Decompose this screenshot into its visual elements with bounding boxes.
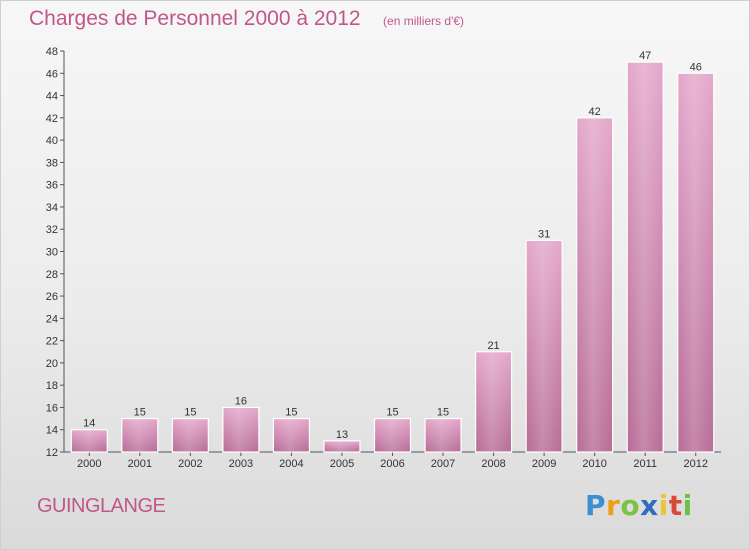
bar-highlight (123, 419, 156, 451)
data-label: 14 (83, 418, 95, 430)
axes: 12 14 16 18 20 22 24 26 28 30 32 34 36 38 40 42 44 46 48 (46, 46, 721, 459)
data-label: 21 (487, 340, 499, 352)
data-label: 16 (235, 395, 247, 407)
bar-highlight (224, 408, 257, 451)
data-label: 31 (538, 228, 550, 240)
y-tick-label: 32 (46, 224, 58, 236)
data-label: 47 (639, 50, 651, 62)
y-tick-label: 44 (46, 91, 58, 103)
x-tick-label: 2002 (178, 458, 202, 470)
logo-letter: o (620, 489, 641, 522)
data-label: 46 (690, 61, 702, 73)
bar-highlight (477, 352, 510, 451)
title-row: Charges de Personnel 2000 à 2012 (en mil… (29, 7, 464, 31)
y-tick-label: 38 (46, 157, 58, 169)
y-tick-label: 46 (46, 68, 58, 80)
proxiti-logo: Proxiti (585, 489, 693, 522)
data-label: 13 (336, 429, 348, 441)
y-tick-label: 40 (46, 135, 58, 147)
y-tick-label: 30 (46, 247, 58, 259)
y-tick-label: 48 (46, 46, 58, 58)
y-tick-label: 20 (46, 358, 58, 370)
logo-letter: i (682, 489, 693, 522)
y-tick-label: 26 (46, 291, 58, 303)
data-label: 15 (437, 407, 449, 419)
y-tick-label: 16 (46, 402, 58, 414)
x-tick-label: 2006 (380, 458, 404, 470)
data-label: 42 (589, 106, 601, 118)
y-tick-label: 42 (46, 113, 58, 125)
bar-highlight (679, 74, 712, 452)
data-label: 15 (134, 407, 146, 419)
y-tick-label: 34 (46, 202, 58, 214)
labels-group: 2000 14 2001 15 2002 15 2003 16 2004 15 2005 13 2006… (77, 50, 708, 470)
data-label: 15 (184, 407, 196, 419)
bar-highlight (578, 118, 611, 451)
x-tick-label: 2004 (279, 458, 303, 470)
x-tick-label: 2007 (431, 458, 455, 470)
y-tick-label: 22 (46, 336, 58, 348)
y-tick-label: 28 (46, 269, 58, 281)
x-tick-label: 2009 (532, 458, 556, 470)
x-tick-label: 2012 (683, 458, 707, 470)
bar-highlight (427, 419, 460, 451)
bar-highlight (629, 63, 662, 452)
bar-highlight (376, 419, 409, 451)
y-tick-label: 24 (46, 313, 58, 325)
x-tick-label: 2005 (330, 458, 354, 470)
y-tick-label: 36 (46, 180, 58, 192)
bar-highlight (174, 419, 207, 451)
x-tick-label: 2003 (229, 458, 253, 470)
data-label: 15 (386, 407, 398, 419)
x-tick-label: 2010 (582, 458, 606, 470)
commune-name: GUINGLANGE (37, 495, 166, 517)
x-tick-label: 2011 (633, 458, 657, 470)
y-tick-label: 12 (46, 447, 58, 459)
x-tick-label: 2001 (128, 458, 152, 470)
bar-highlight (73, 430, 106, 451)
data-label: 15 (285, 407, 297, 419)
bar-highlight (275, 419, 308, 451)
logo-letter: P (585, 489, 607, 522)
bar-highlight (528, 241, 561, 451)
x-tick-label: 2000 (77, 458, 101, 470)
logo-letter: r (606, 489, 621, 522)
y-tick-label: 14 (46, 425, 58, 437)
y-tick-label: 18 (46, 380, 58, 392)
logo-letter: t (668, 489, 683, 522)
x-tick-label: 2008 (481, 458, 505, 470)
bars-group (70, 61, 715, 453)
chart-subtitle: (en milliers d'€) (383, 14, 465, 28)
logo-letter: x (640, 489, 659, 522)
chart-title: Charges de Personnel 2000 à 2012 (29, 7, 361, 30)
bar-highlight (325, 441, 358, 451)
logo-letter: i (658, 489, 669, 522)
